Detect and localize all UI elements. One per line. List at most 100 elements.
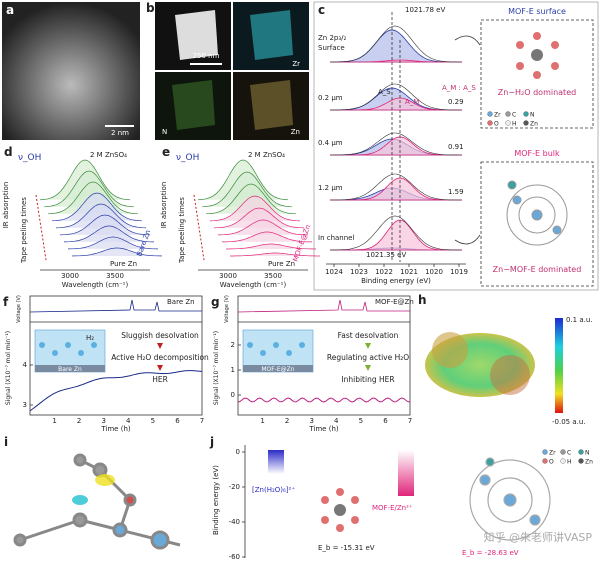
panel-label: b (146, 1, 155, 15)
x-axis-label: Wavelength (cm⁻¹) (62, 281, 129, 289)
peak-label: 1021.78 eV (405, 6, 445, 14)
ir-spectrum (226, 243, 316, 250)
ion (260, 350, 266, 356)
circle (73, 453, 87, 467)
y-tick-label: 2 (231, 341, 235, 349)
inset-box (480, 161, 594, 287)
step: Fast desolvation (338, 331, 399, 340)
step: HER (152, 375, 168, 384)
map-label: N (162, 128, 167, 136)
inset-base (35, 365, 105, 372)
ion (65, 342, 71, 348)
x-axis-label: Time (h) (100, 425, 131, 433)
circle (351, 496, 359, 504)
line (19, 518, 81, 542)
ellipse (95, 474, 115, 486)
legend-label: N (530, 112, 535, 119)
panel-label: a (6, 3, 14, 17)
g: 0 -20 -40 -60 (229, 448, 245, 561)
inset-box (480, 19, 594, 129)
step: Regulating active H₂O (327, 353, 409, 362)
legend-label: Bare Zn (167, 298, 195, 306)
legend-swatch (542, 449, 548, 455)
y-tick-label: -60 (229, 553, 240, 561)
circle (518, 196, 556, 234)
y-tick-label: 3 (23, 401, 27, 409)
map-flake (250, 10, 293, 60)
x-axis-label: Binding energy (eV) (361, 277, 431, 285)
y-tick-label: 1 (231, 366, 235, 374)
g: 1024 1023 1022 1021 1020 1019 (325, 264, 468, 276)
ref-label: Pure Zn (268, 260, 295, 268)
circle (336, 524, 344, 532)
panel-frame (313, 1, 599, 291)
x-tick-label: 3500 (106, 272, 124, 280)
legend-swatch (560, 449, 566, 455)
colorbar-min: -0.05 a.u. (552, 418, 586, 426)
circle (351, 516, 359, 524)
ion (247, 342, 253, 348)
legend-label: C (512, 112, 516, 119)
complex-label: MOF-E/Zn²⁺ (372, 504, 413, 512)
peak-label: 1021.35 eV (366, 251, 406, 259)
legend-swatch (505, 111, 511, 117)
pink-peak (330, 59, 462, 63)
circle (503, 493, 517, 507)
y1-label: Voltage (V) (16, 295, 22, 323)
legend-label: Zr (494, 112, 501, 119)
envelope (330, 83, 462, 111)
x-tick-label: 1021 (400, 268, 418, 276)
x-tick-label: 1023 (350, 268, 368, 276)
legend-swatch (578, 458, 584, 464)
x-tick-label: 1020 (425, 268, 443, 276)
inset-note: Zn−MOF-E dominated (493, 265, 582, 274)
circle (551, 62, 559, 70)
circle (123, 493, 137, 507)
step: Sluggish desolvation (121, 331, 199, 340)
step-arrow (365, 365, 371, 371)
ellipse (72, 495, 88, 505)
pink-peak (330, 136, 462, 156)
x-axis-label: Wavelength (cm⁻¹) (220, 281, 287, 289)
y-tick-label: -20 (229, 483, 240, 491)
species: Zn 2p₃/₂ (318, 34, 347, 42)
x-tick-label: 3 (101, 417, 105, 425)
step-arrow (365, 343, 371, 349)
panel-label: e (162, 145, 170, 159)
y-axis-label: Binding energy (eV) (212, 465, 220, 535)
g: Zr C N O H Zn (542, 449, 593, 466)
ir-spectrum (230, 252, 320, 257)
inset-label: MOF-E@Zn (261, 366, 294, 373)
legend-swatch (523, 120, 529, 126)
legend-swatch (505, 120, 511, 126)
x-tick-label: 1 (260, 417, 264, 425)
g: Zr C N O H Zn (487, 111, 538, 128)
g: d ν_OH 2 M ZnSO₄ IR absorption Tape peeling … (2, 145, 320, 289)
blue-peak (330, 29, 462, 63)
x-tick-label: 6 (175, 417, 180, 425)
y-axis-label: IR absorption (2, 182, 10, 229)
energy-bar (268, 450, 284, 474)
g: f Voltage (V) Bare Zn Signal (X10⁻⁷ mol min… (3, 295, 414, 433)
y-axis-label: Signal (X10⁻⁷ mol min⁻¹) (5, 331, 12, 405)
hydrated-ion (321, 488, 359, 532)
y-tick-label: 4 (23, 361, 28, 369)
circle (485, 457, 495, 467)
sample-label: Bare Zn (135, 229, 152, 258)
voltage-trace (237, 299, 410, 313)
legend-swatch (578, 449, 584, 455)
x-tick-label: 1024 (325, 268, 343, 276)
circle (506, 184, 568, 246)
pink-peak (330, 177, 462, 201)
legend-swatch (487, 120, 493, 126)
x-tick-label: 7 (408, 417, 412, 425)
x-tick-label: 2 (285, 417, 289, 425)
panel-label: i (4, 435, 8, 449)
ion (273, 342, 279, 348)
circle (552, 225, 562, 235)
envelope (330, 25, 462, 63)
envelope (330, 215, 462, 251)
scale-text: 250 nm (193, 52, 220, 60)
ref-label: Pure Zn (110, 260, 137, 268)
sample-label: MOF-E@Zn (291, 224, 312, 263)
